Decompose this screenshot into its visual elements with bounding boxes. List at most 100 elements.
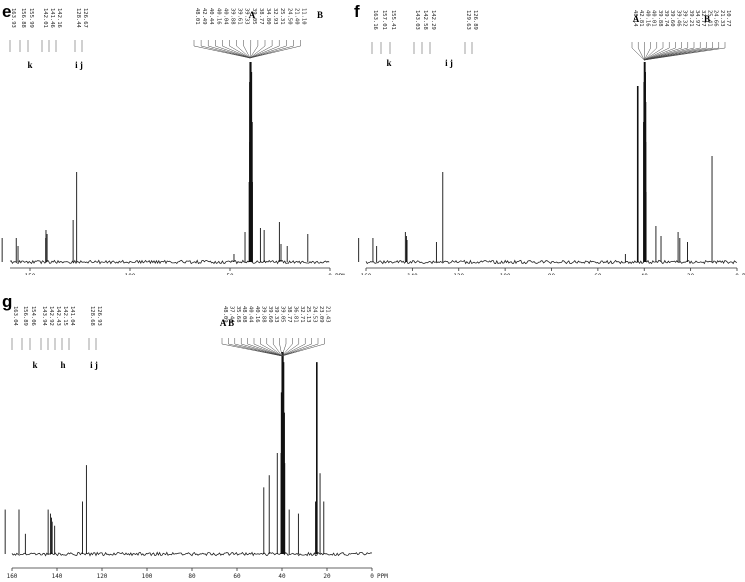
peak-shift-label: 142.16 — [56, 8, 62, 28]
peak-group-label: A — [633, 14, 640, 24]
x-axis-tick-label: 60 — [594, 273, 602, 275]
x-axis-tick-label: 160 — [7, 573, 18, 578]
peak-shift-label: 39.46 — [675, 10, 681, 27]
x-axis-tick-label: 100 — [125, 273, 136, 275]
peak-shift-label: 163.16 — [372, 10, 378, 30]
peak-group-label: k — [386, 58, 391, 68]
x-axis-tick-label: 60 — [233, 573, 241, 578]
panel-label-g: g — [2, 292, 12, 312]
peak-shift-label: 40.04 — [222, 8, 228, 25]
peak-shift-label: 11.10 — [301, 8, 307, 25]
peak-shift-label: 154.06 — [30, 306, 36, 326]
spectrum-plot-f: 160140120100806040200PPM163.16157.01155.… — [352, 0, 745, 275]
peak-shift-label: 38.77 — [258, 8, 264, 25]
peak-shift-label: 141.04 — [69, 306, 75, 327]
x-axis-tick-label: 140 — [407, 273, 418, 275]
peak-shift-label: 163.04 — [12, 306, 18, 327]
peak-shift-label: 126.67 — [82, 8, 88, 28]
peak-shift-label: 155.99 — [28, 8, 34, 28]
peak-shift-label: 143.03 — [414, 10, 420, 30]
peak-shift-label: 142.15 — [62, 306, 68, 326]
peak-shift-label: 126.89 — [472, 10, 478, 30]
peak-shift-label: 129.63 — [465, 10, 471, 30]
x-axis-tick-label: 0 — [328, 273, 332, 275]
peak-shift-label: 39.33 — [273, 306, 279, 323]
x-axis-tick-label: 150 — [25, 273, 36, 275]
peak-shift-label: 142.92 — [48, 306, 54, 326]
peak-shift-label: 10.77 — [725, 10, 731, 27]
x-axis-tick-label: 100 — [500, 273, 511, 275]
x-axis-tick-label: 120 — [453, 273, 464, 275]
peak-shift-label: 156.88 — [20, 8, 26, 28]
peak-shift-label: 48.01 — [194, 8, 200, 25]
peak-shift-label: 157.01 — [381, 10, 387, 30]
peak-shift-label: 155.41 — [390, 10, 396, 30]
peak-shift-label: 156.89 — [22, 306, 28, 326]
peak-shift-label: 39.05 — [280, 306, 286, 323]
peak-shift-label: 34.97 — [694, 10, 700, 27]
x-axis-tick-label: 20 — [323, 573, 331, 578]
peak-shift-label: 126.93 — [96, 306, 102, 326]
x-axis-tick-label: 80 — [548, 273, 556, 275]
peak-group-label: i j — [445, 58, 453, 68]
peak-shift-label: 21.33 — [719, 10, 725, 27]
peak-shift-label: 40.16 — [254, 306, 260, 323]
peak-shift-label: 34.80 — [265, 8, 271, 25]
peak-group-label: i j — [90, 360, 98, 370]
peak-shift-label: 141.46 — [49, 8, 55, 28]
spectrum-panel-e: e 150100500PPM163.93156.88155.99142.0114… — [0, 0, 345, 275]
peak-shift-label: 24.53 — [312, 306, 318, 323]
peak-shift-label: 40.16 — [215, 8, 221, 25]
x-axis-tick-label: 20 — [687, 273, 695, 275]
peak-shift-label: 24.66 — [713, 10, 719, 27]
x-axis-tick-label: 160 — [361, 273, 372, 275]
peak-shift-label: 142.01 — [42, 8, 48, 28]
peak-shift-label: 25.13 — [305, 306, 311, 323]
panel-label-f: f — [354, 2, 360, 22]
peak-shift-label: 38.77 — [286, 306, 292, 323]
peak-shift-label: 142.29 — [430, 10, 436, 30]
peak-shift-label: 39.74 — [663, 10, 669, 27]
x-axis-tick-label: 40 — [641, 273, 649, 275]
peak-shift-label: 21.43 — [324, 306, 330, 323]
x-axis-tick-label: 50 — [226, 273, 234, 275]
peak-shift-label: 40.16 — [644, 10, 650, 27]
peak-shift-label: 128.44 — [75, 8, 81, 29]
peak-shift-label: 40.44 — [208, 8, 214, 25]
peak-label-leader — [250, 40, 279, 58]
spectrum-baseline — [12, 552, 372, 555]
peak-shift-label: 39.21 — [688, 10, 694, 27]
peak-group-label: k — [27, 60, 32, 70]
peak-shift-label: 23.09 — [318, 306, 324, 323]
panel-label-e: e — [2, 2, 11, 22]
peak-shift-label: 48.08 — [241, 306, 247, 323]
peak-shift-label: 143.94 — [41, 306, 47, 327]
peak-label-leader — [215, 40, 250, 58]
x-axis-tick-label: 40 — [278, 573, 286, 578]
spectrum-panel-f: f 160140120100806040200PPM163.16157.0115… — [352, 0, 745, 275]
peak-shift-label: 32.71 — [299, 306, 305, 323]
peak-shift-label: 128.68 — [89, 306, 95, 326]
x-axis-unit-label: PPM — [377, 573, 388, 578]
peak-shift-label: 39.60 — [267, 306, 273, 323]
peak-shift-label: 39.88 — [260, 306, 266, 323]
x-axis-tick-label: 140 — [52, 573, 63, 578]
peak-shift-label: 39.32 — [682, 10, 688, 27]
peak-shift-label: 40.44 — [248, 306, 254, 323]
spectrum-plot-e: 150100500PPM163.93156.88155.99142.01141.… — [0, 0, 345, 275]
x-axis-tick-label: 100 — [142, 573, 153, 578]
peak-group-label: B — [317, 10, 323, 20]
peak-shift-label: 36.81 — [292, 306, 298, 323]
peak-group-label: h — [60, 360, 65, 370]
peak-group-label: B — [704, 14, 710, 24]
peak-label-leader — [250, 40, 251, 58]
peak-shift-label: 142.58 — [422, 10, 428, 30]
peak-shift-label: 39.60 — [669, 10, 675, 27]
x-axis-tick-label: 80 — [188, 573, 196, 578]
peak-shift-label: 24.50 — [286, 8, 292, 25]
peak-group-label: i j — [75, 60, 83, 70]
x-axis-tick-label: 120 — [97, 573, 108, 578]
x-axis-tick-label: 0 — [735, 273, 739, 275]
peak-shift-label: 21.40 — [293, 8, 299, 25]
